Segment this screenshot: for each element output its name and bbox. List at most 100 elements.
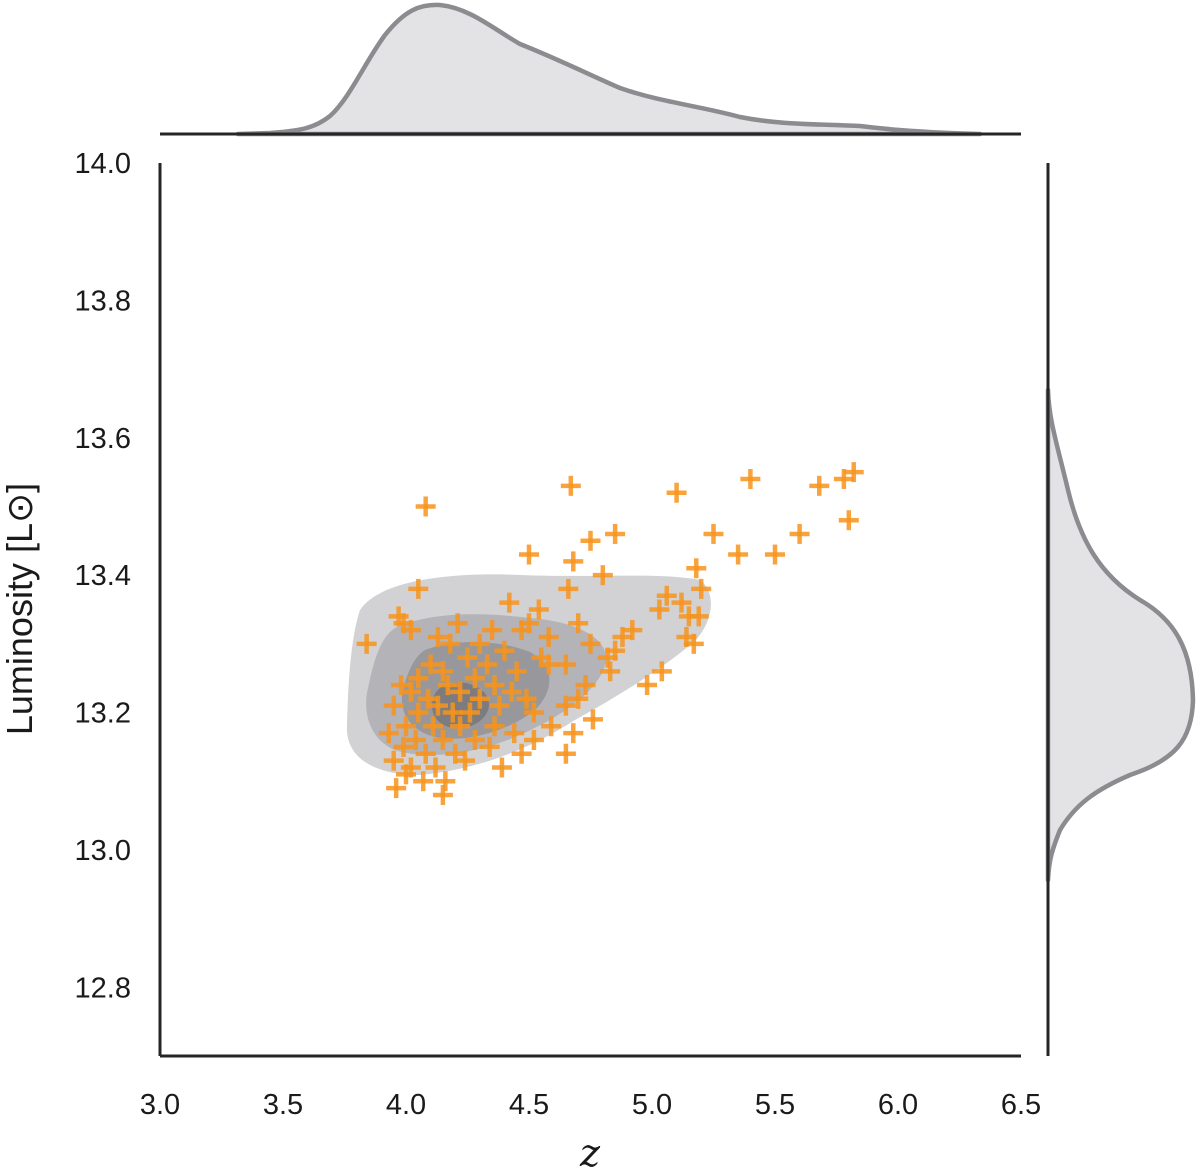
data-point bbox=[809, 475, 830, 496]
data-point bbox=[378, 723, 399, 744]
data-point bbox=[504, 723, 525, 744]
data-point bbox=[528, 599, 549, 620]
data-point bbox=[789, 523, 810, 544]
data-point bbox=[555, 743, 576, 764]
data-point bbox=[656, 585, 677, 606]
data-point bbox=[435, 771, 456, 792]
top-marginal bbox=[160, 2, 1021, 137]
data-point bbox=[523, 702, 544, 723]
y-tick-label: 13.4 bbox=[75, 560, 131, 592]
data-point bbox=[765, 544, 785, 565]
data-point bbox=[447, 613, 468, 634]
top-marginal-kde bbox=[235, 2, 983, 137]
data-point bbox=[408, 668, 429, 689]
data-point bbox=[450, 716, 471, 737]
data-point bbox=[538, 654, 559, 675]
data-point bbox=[423, 716, 444, 737]
right-marginal-kde bbox=[1045, 387, 1196, 883]
data-point bbox=[413, 771, 434, 792]
y-tick-labels: 12.8 13.0 13.2 13.4 13.6 13.8 14.0 bbox=[75, 148, 131, 1004]
data-point bbox=[432, 661, 453, 682]
data-point bbox=[605, 523, 626, 544]
y-axis-label: Luminosity [L⊙] bbox=[0, 483, 40, 735]
data-point bbox=[383, 695, 404, 716]
data-point bbox=[425, 757, 446, 778]
data-point bbox=[415, 496, 436, 517]
data-point bbox=[666, 482, 687, 503]
data-point bbox=[386, 778, 407, 799]
data-point bbox=[393, 736, 414, 757]
data-point bbox=[555, 654, 576, 675]
data-point bbox=[740, 468, 761, 489]
data-point bbox=[415, 743, 436, 764]
data-point bbox=[383, 750, 404, 771]
data-point bbox=[469, 633, 490, 654]
data-point bbox=[432, 784, 453, 805]
data-point bbox=[728, 544, 749, 565]
data-point bbox=[597, 647, 618, 668]
data-point bbox=[396, 764, 416, 785]
data-point bbox=[457, 647, 478, 668]
y-tick-label: 14.0 bbox=[75, 148, 131, 180]
x-tick-label: 5.5 bbox=[755, 1089, 795, 1121]
data-point bbox=[479, 736, 500, 757]
x-axis-label: z bbox=[579, 1131, 601, 1174]
data-point bbox=[405, 730, 426, 751]
data-point bbox=[408, 578, 429, 599]
data-point bbox=[506, 661, 527, 682]
data-point bbox=[580, 633, 601, 654]
data-point bbox=[491, 757, 512, 778]
data-point bbox=[568, 613, 589, 634]
data-point bbox=[408, 702, 429, 723]
data-point bbox=[671, 592, 692, 613]
data-point bbox=[541, 716, 562, 737]
axes bbox=[158, 163, 1021, 1058]
data-point bbox=[612, 626, 633, 647]
right-marginal bbox=[1045, 163, 1196, 1056]
y-tick-label: 13.6 bbox=[75, 423, 131, 455]
data-point bbox=[703, 523, 724, 544]
data-point bbox=[838, 510, 859, 531]
data-point bbox=[455, 750, 476, 771]
data-point bbox=[494, 640, 515, 661]
data-point bbox=[464, 730, 485, 751]
data-point bbox=[523, 730, 544, 751]
data-point bbox=[600, 661, 621, 682]
data-point bbox=[511, 620, 532, 641]
data-point bbox=[560, 475, 581, 496]
x-tick-label: 4.5 bbox=[509, 1089, 549, 1121]
x-tick-label: 3.5 bbox=[263, 1089, 303, 1121]
data-point bbox=[686, 558, 707, 579]
data-point bbox=[501, 681, 522, 702]
data-point bbox=[691, 578, 712, 599]
data-point bbox=[637, 675, 658, 696]
x-tick-label: 6.0 bbox=[878, 1089, 918, 1121]
data-point bbox=[420, 654, 441, 675]
x-tick-label: 4.0 bbox=[386, 1089, 426, 1121]
data-point bbox=[511, 743, 532, 764]
data-point bbox=[649, 599, 670, 620]
data-point bbox=[484, 675, 505, 696]
data-point bbox=[833, 468, 854, 489]
data-point bbox=[568, 688, 589, 709]
data-point bbox=[484, 716, 505, 737]
data-point bbox=[450, 681, 471, 702]
data-point bbox=[356, 633, 377, 654]
x-tick-labels: 3.0 3.5 4.0 4.5 5.0 5.5 6.0 6.5 bbox=[140, 1089, 1041, 1121]
data-point bbox=[477, 654, 498, 675]
data-point bbox=[516, 688, 537, 709]
data-point bbox=[400, 681, 421, 702]
data-point bbox=[427, 626, 448, 647]
data-point bbox=[396, 716, 416, 737]
data-point bbox=[469, 688, 490, 709]
data-point bbox=[688, 606, 709, 627]
data-point bbox=[489, 695, 510, 716]
data-point bbox=[563, 723, 584, 744]
data-point bbox=[427, 695, 448, 716]
data-point bbox=[464, 668, 485, 689]
data-point bbox=[400, 620, 421, 641]
data-point bbox=[563, 551, 584, 572]
data-point bbox=[575, 675, 596, 696]
data-point bbox=[651, 661, 672, 682]
